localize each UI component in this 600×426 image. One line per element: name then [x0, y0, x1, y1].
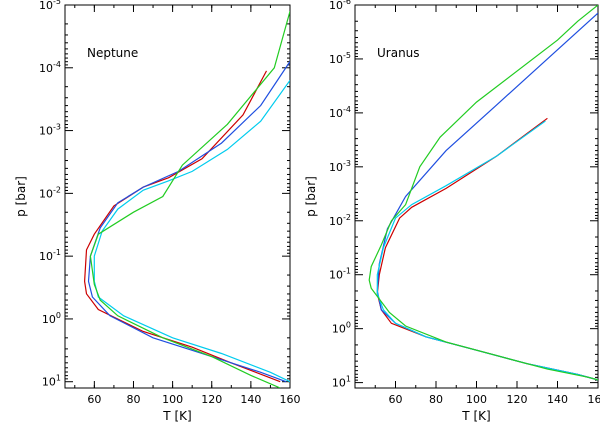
x-tick-label: 100	[466, 393, 487, 406]
y-tick-label: 10-3	[329, 159, 351, 174]
x-tick-label: 160	[280, 393, 301, 406]
x-axis-label: T [K]	[162, 409, 191, 423]
y-tick-label: 10-4	[329, 105, 351, 120]
series-cyan-line	[93, 79, 290, 383]
uranus-panel: 60 80 100 120 140 160 10-6 10-5 10-4 10-3 10-2 10-1…	[304, 0, 600, 423]
x-tick-label: 140	[240, 393, 261, 406]
y-tick-label: 10-5	[329, 51, 351, 66]
x-tick-label: 80	[126, 393, 140, 406]
y-tick-label: 10-1	[39, 248, 61, 263]
x-tick-label: 80	[429, 393, 443, 406]
x-tick-label: 120	[507, 393, 528, 406]
neptune-panel: 60 80 100 120 140 160 10-5 10-4 10-3 10-2 10-1 100 1…	[14, 0, 301, 423]
x-tick-label: 100	[162, 393, 183, 406]
y-tick-label: 10-5	[39, 0, 61, 12]
plot-frame	[64, 4, 291, 389]
series-red-line	[83, 70, 281, 383]
y-tick-label: 10-2	[329, 213, 351, 228]
series-cyan-line	[376, 120, 598, 381]
y-tick-label: 101	[42, 374, 61, 389]
planet-label: Uranus	[377, 46, 420, 60]
series-green-line	[89, 11, 290, 388]
y-tick-label: 10-6	[329, 0, 351, 12]
x-axis-label: T [K]	[461, 409, 490, 423]
y-tick-label: 101	[332, 375, 351, 390]
x-tick-label: 60	[389, 393, 403, 406]
x-tick-label: 160	[588, 393, 600, 406]
y-tick-label: 10-4	[39, 60, 61, 75]
series-red-line	[376, 117, 598, 381]
x-tick-label: 120	[201, 393, 222, 406]
y-tick-label: 10-1	[329, 267, 351, 282]
series-blue-line	[376, 12, 598, 381]
x-tick-label: 140	[547, 393, 568, 406]
x-tick-label: 60	[87, 393, 101, 406]
y-tick-label: 10-2	[39, 185, 61, 200]
y-axis-label: p [bar]	[14, 176, 28, 217]
series-green-line	[368, 5, 598, 381]
y-tick-label: 100	[42, 311, 61, 326]
plot-frame	[354, 4, 599, 389]
planet-label: Neptune	[87, 46, 138, 60]
y-tick-label: 10-3	[39, 123, 61, 138]
y-axis-label: p [bar]	[304, 176, 318, 217]
y-tick-label: 100	[332, 321, 351, 336]
